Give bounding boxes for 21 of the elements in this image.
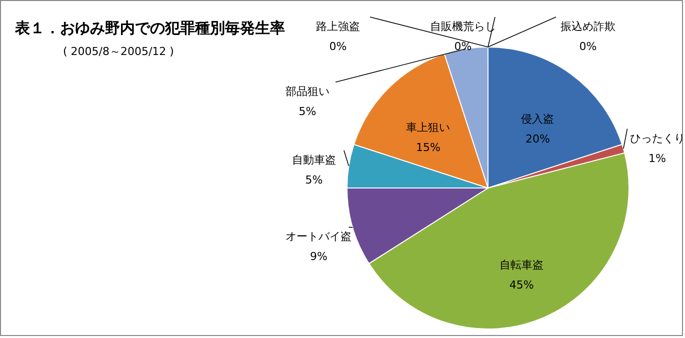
data-label: 20% [526, 132, 550, 146]
data-label: 5% [305, 173, 323, 186]
slice-label: オートバイ盗 [286, 230, 352, 244]
text: 0% [454, 40, 472, 53]
category-label: 路上強盗 [316, 20, 360, 33]
data-label: 5% [298, 105, 316, 118]
slice-label: 自転車盗 [500, 258, 544, 272]
data-label: 45% [509, 278, 534, 292]
slice-label: 侵入盗 [521, 112, 554, 126]
slice-label: 自動車盗 [292, 153, 336, 166]
text: 0% [329, 40, 347, 53]
data-label: 15% [416, 141, 440, 154]
slice-label: ひったくり [630, 132, 685, 145]
data-label: 9% [310, 250, 328, 264]
category-label: 振込め詐欺 [560, 20, 616, 33]
slice-label: 部品狙い [286, 85, 330, 98]
text: 表１．おゆみ野内での犯罪種別毎発生率 [14, 19, 285, 37]
text: 0% [579, 40, 597, 53]
slice-label: 車上狙い [406, 121, 450, 134]
data-label: 1% [648, 152, 666, 165]
text: ( 2005/8～2005/12 ) [63, 45, 174, 58]
